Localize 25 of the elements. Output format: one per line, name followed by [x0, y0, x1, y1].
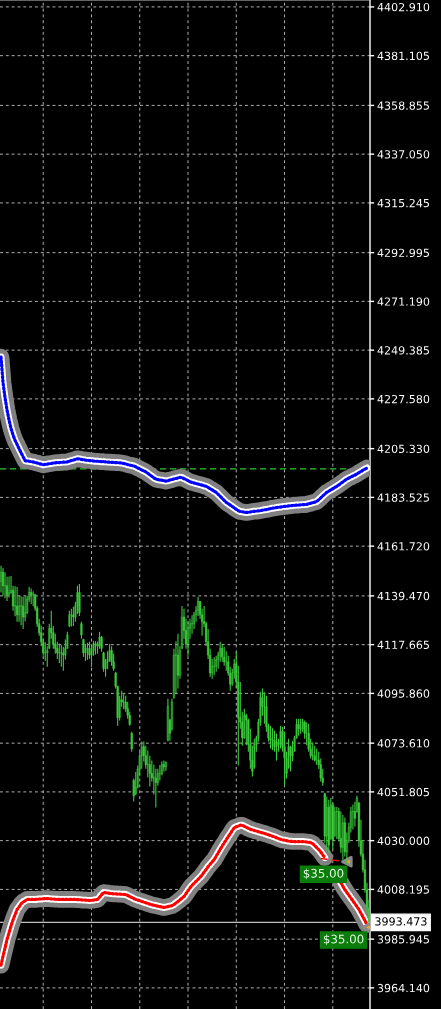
y-tick-label: 4051.805 [377, 787, 429, 797]
y-tick-label: 4117.665 [377, 640, 429, 650]
annotation: $35.00 [323, 934, 364, 946]
y-tick-label: 4073.610 [377, 739, 430, 748]
annotation: $35.00 [303, 868, 344, 880]
y-tick-label: 4402.910 [377, 2, 430, 12]
y-tick-label: 4227.580 [377, 394, 430, 404]
y-tick-label: 4030.000 [377, 836, 430, 846]
y-tick-label: 3964.140 [377, 983, 430, 993]
y-tick-label: 4381.105 [377, 51, 429, 61]
y-tick-label: 4292.995 [377, 248, 429, 258]
y-tick-label: 4161.720 [377, 542, 430, 551]
y-tick-label: 4008.195 [377, 885, 429, 894]
candlestick [130, 731, 133, 753]
y-tick-label: 4183.525 [377, 493, 429, 502]
y-tick-label: 4337.050 [377, 150, 430, 159]
y-tick-label: 4205.330 [377, 444, 430, 454]
y-tick-label: 4249.385 [377, 346, 429, 355]
y-tick-label: 4095.860 [377, 689, 430, 698]
y-tick-label: 4358.855 [377, 101, 429, 110]
y-tick-label: 4315.245 [377, 198, 429, 208]
ref-line-label: 3993.473 [375, 917, 427, 926]
y-tick-label: 3985.945 [377, 935, 429, 944]
y-tick-label: 4139.470 [377, 591, 430, 601]
y-tick-label: 4271.190 [377, 297, 430, 306]
